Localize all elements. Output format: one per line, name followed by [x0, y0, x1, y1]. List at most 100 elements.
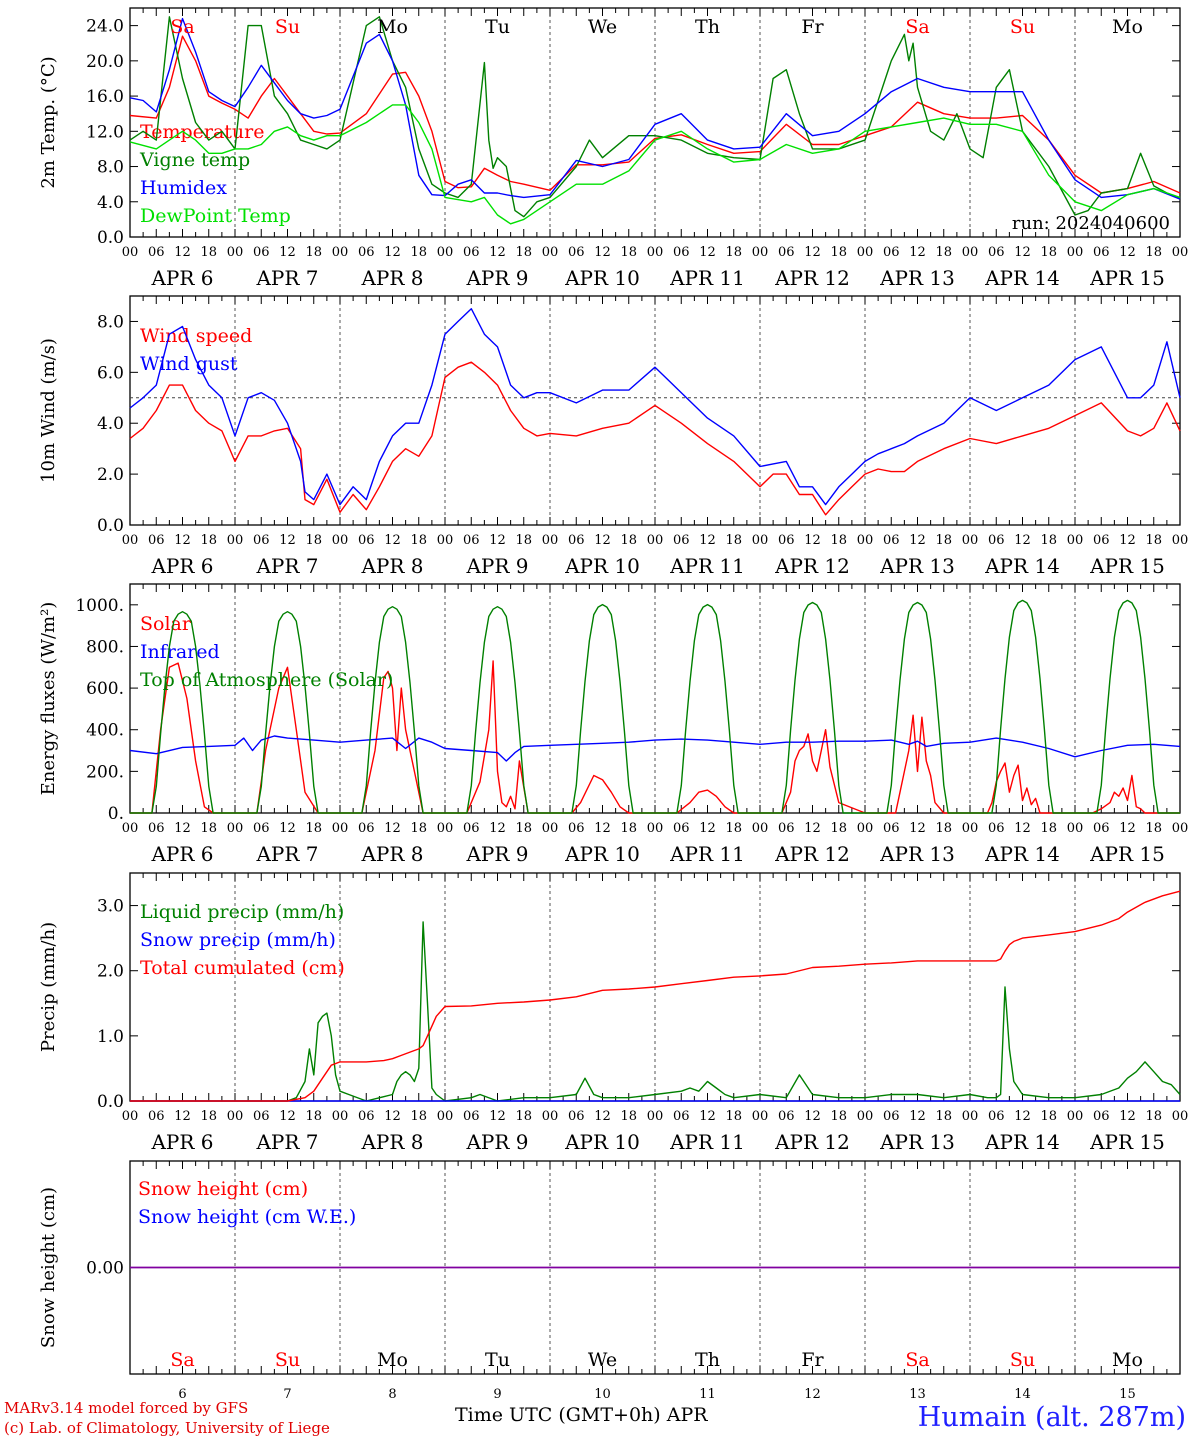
- hour-tick-label: 06: [883, 533, 900, 548]
- day-number: 8: [388, 1387, 396, 1402]
- hour-tick-label: 00: [437, 245, 454, 260]
- date-label: APR 14: [984, 1130, 1060, 1154]
- hour-tick-label: 00: [857, 245, 874, 260]
- legend-entry: Total cumulated (cm): [140, 957, 345, 979]
- hour-tick-label: 18: [515, 533, 532, 548]
- day-abbr-bottom: Mo: [377, 1349, 408, 1371]
- date-label: APR 8: [360, 1130, 423, 1154]
- date-label: APR 11: [669, 1130, 745, 1154]
- hour-tick-label: 00: [437, 1109, 454, 1124]
- day-abbr-top: Su: [275, 16, 300, 38]
- hour-tick-label: 18: [935, 1109, 952, 1124]
- day-abbr-top: Th: [695, 16, 720, 38]
- hour-tick-label: 06: [568, 821, 585, 836]
- station-name: Humain (alt. 287m): [917, 1402, 1186, 1433]
- hour-tick-label: 00: [647, 245, 664, 260]
- series-line-top-of-atmosphere-solar-: [130, 599, 1180, 814]
- day-abbr-top: Sa: [170, 16, 194, 38]
- y-tick-label: 800.: [86, 637, 124, 657]
- hour-tick-label: 06: [778, 245, 795, 260]
- hour-tick-label: 06: [1093, 1109, 1110, 1124]
- hour-tick-label: 12: [384, 533, 401, 548]
- legend-entry: Wind gust: [140, 353, 238, 375]
- hour-tick-label: 00: [122, 821, 139, 836]
- hour-tick-label: 18: [725, 821, 742, 836]
- date-label: APR 7: [255, 266, 318, 290]
- date-label: APR 8: [360, 266, 423, 290]
- hour-tick-label: 00: [542, 821, 559, 836]
- hour-tick-label: 18: [515, 821, 532, 836]
- day-abbr-top: Mo: [1112, 16, 1143, 38]
- day-number: 14: [1014, 1387, 1031, 1402]
- day-abbr-top: We: [588, 16, 617, 38]
- y-tick-label: 600.: [86, 679, 124, 699]
- hour-tick-label: 18: [1145, 245, 1162, 260]
- y-tick-label: 8.0: [97, 312, 124, 332]
- hour-tick-label: 12: [489, 821, 506, 836]
- day-number: 9: [493, 1387, 501, 1402]
- hour-tick-label: 12: [174, 245, 191, 260]
- hour-tick-label: 12: [699, 1109, 716, 1124]
- hour-tick-label: 18: [725, 533, 742, 548]
- hour-tick-label: 06: [988, 245, 1005, 260]
- hour-tick-label: 12: [1119, 533, 1136, 548]
- hour-tick-label: 18: [1145, 533, 1162, 548]
- hour-tick-label: 18: [725, 245, 742, 260]
- date-label: APR 12: [774, 842, 850, 866]
- hour-tick-label: 18: [305, 1109, 322, 1124]
- hour-tick-label: 12: [489, 245, 506, 260]
- hour-tick-label: 18: [620, 1109, 637, 1124]
- hour-tick-label: 00: [332, 821, 349, 836]
- model-credit: MARv3.14 model forced by GFS: [4, 1399, 249, 1417]
- y-axis-title: 10m Wind (m/s): [38, 338, 59, 483]
- hour-tick-label: 06: [358, 821, 375, 836]
- hour-tick-label: 12: [804, 1109, 821, 1124]
- hour-tick-label: 18: [830, 533, 847, 548]
- hour-tick-label: 18: [830, 1109, 847, 1124]
- series-line-wind-gust: [129, 308, 1181, 506]
- date-label: APR 10: [564, 266, 640, 290]
- hour-tick-label: 12: [1014, 821, 1031, 836]
- y-tick-label: 4.0: [97, 414, 124, 434]
- legend-entry: Solar: [140, 613, 192, 635]
- hour-tick-label: 00: [437, 821, 454, 836]
- hour-tick-label: 06: [1093, 245, 1110, 260]
- hour-tick-label: 12: [804, 245, 821, 260]
- y-tick-label: 12.0: [86, 122, 124, 142]
- date-label: APR 11: [669, 842, 745, 866]
- hour-tick-label: 12: [489, 533, 506, 548]
- hour-tick-label: 18: [1040, 245, 1057, 260]
- day-abbr-bottom: Th: [695, 1349, 720, 1371]
- day-number: 12: [804, 1387, 821, 1402]
- day-abbr-bottom: We: [588, 1349, 617, 1371]
- date-label: APR 9: [465, 1130, 528, 1154]
- hour-tick-label: 00: [227, 245, 244, 260]
- hour-tick-label: 18: [1040, 1109, 1057, 1124]
- hour-tick-label: 00: [962, 1109, 979, 1124]
- date-label: APR 15: [1089, 1130, 1165, 1154]
- date-label: APR 7: [255, 1130, 318, 1154]
- hour-tick-label: 00: [647, 533, 664, 548]
- legend-entry: Wind speed: [140, 325, 252, 347]
- hour-tick-label: 06: [778, 821, 795, 836]
- hour-tick-label: 18: [410, 1109, 427, 1124]
- hour-tick-label: 06: [253, 245, 270, 260]
- hour-tick-label: 00: [227, 821, 244, 836]
- y-tick-label: 0.0: [97, 228, 124, 248]
- hour-tick-label: 06: [463, 1109, 480, 1124]
- hour-tick-label: 18: [305, 245, 322, 260]
- hour-tick-label: 12: [594, 245, 611, 260]
- hour-tick-label: 12: [699, 533, 716, 548]
- date-label: APR 12: [774, 554, 850, 578]
- hour-tick-label: 18: [725, 1109, 742, 1124]
- day-abbr-top: Sa: [905, 16, 929, 38]
- date-label: APR 13: [879, 266, 955, 290]
- y-tick-label: 200.: [86, 762, 124, 782]
- y-tick-label: 0.0: [97, 1092, 124, 1112]
- hour-tick-label: 18: [1145, 821, 1162, 836]
- hour-tick-label: 06: [988, 821, 1005, 836]
- hour-tick-label: 00: [122, 1109, 139, 1124]
- day-number: 11: [699, 1387, 716, 1402]
- day-abbr-bottom: Sa: [905, 1349, 929, 1371]
